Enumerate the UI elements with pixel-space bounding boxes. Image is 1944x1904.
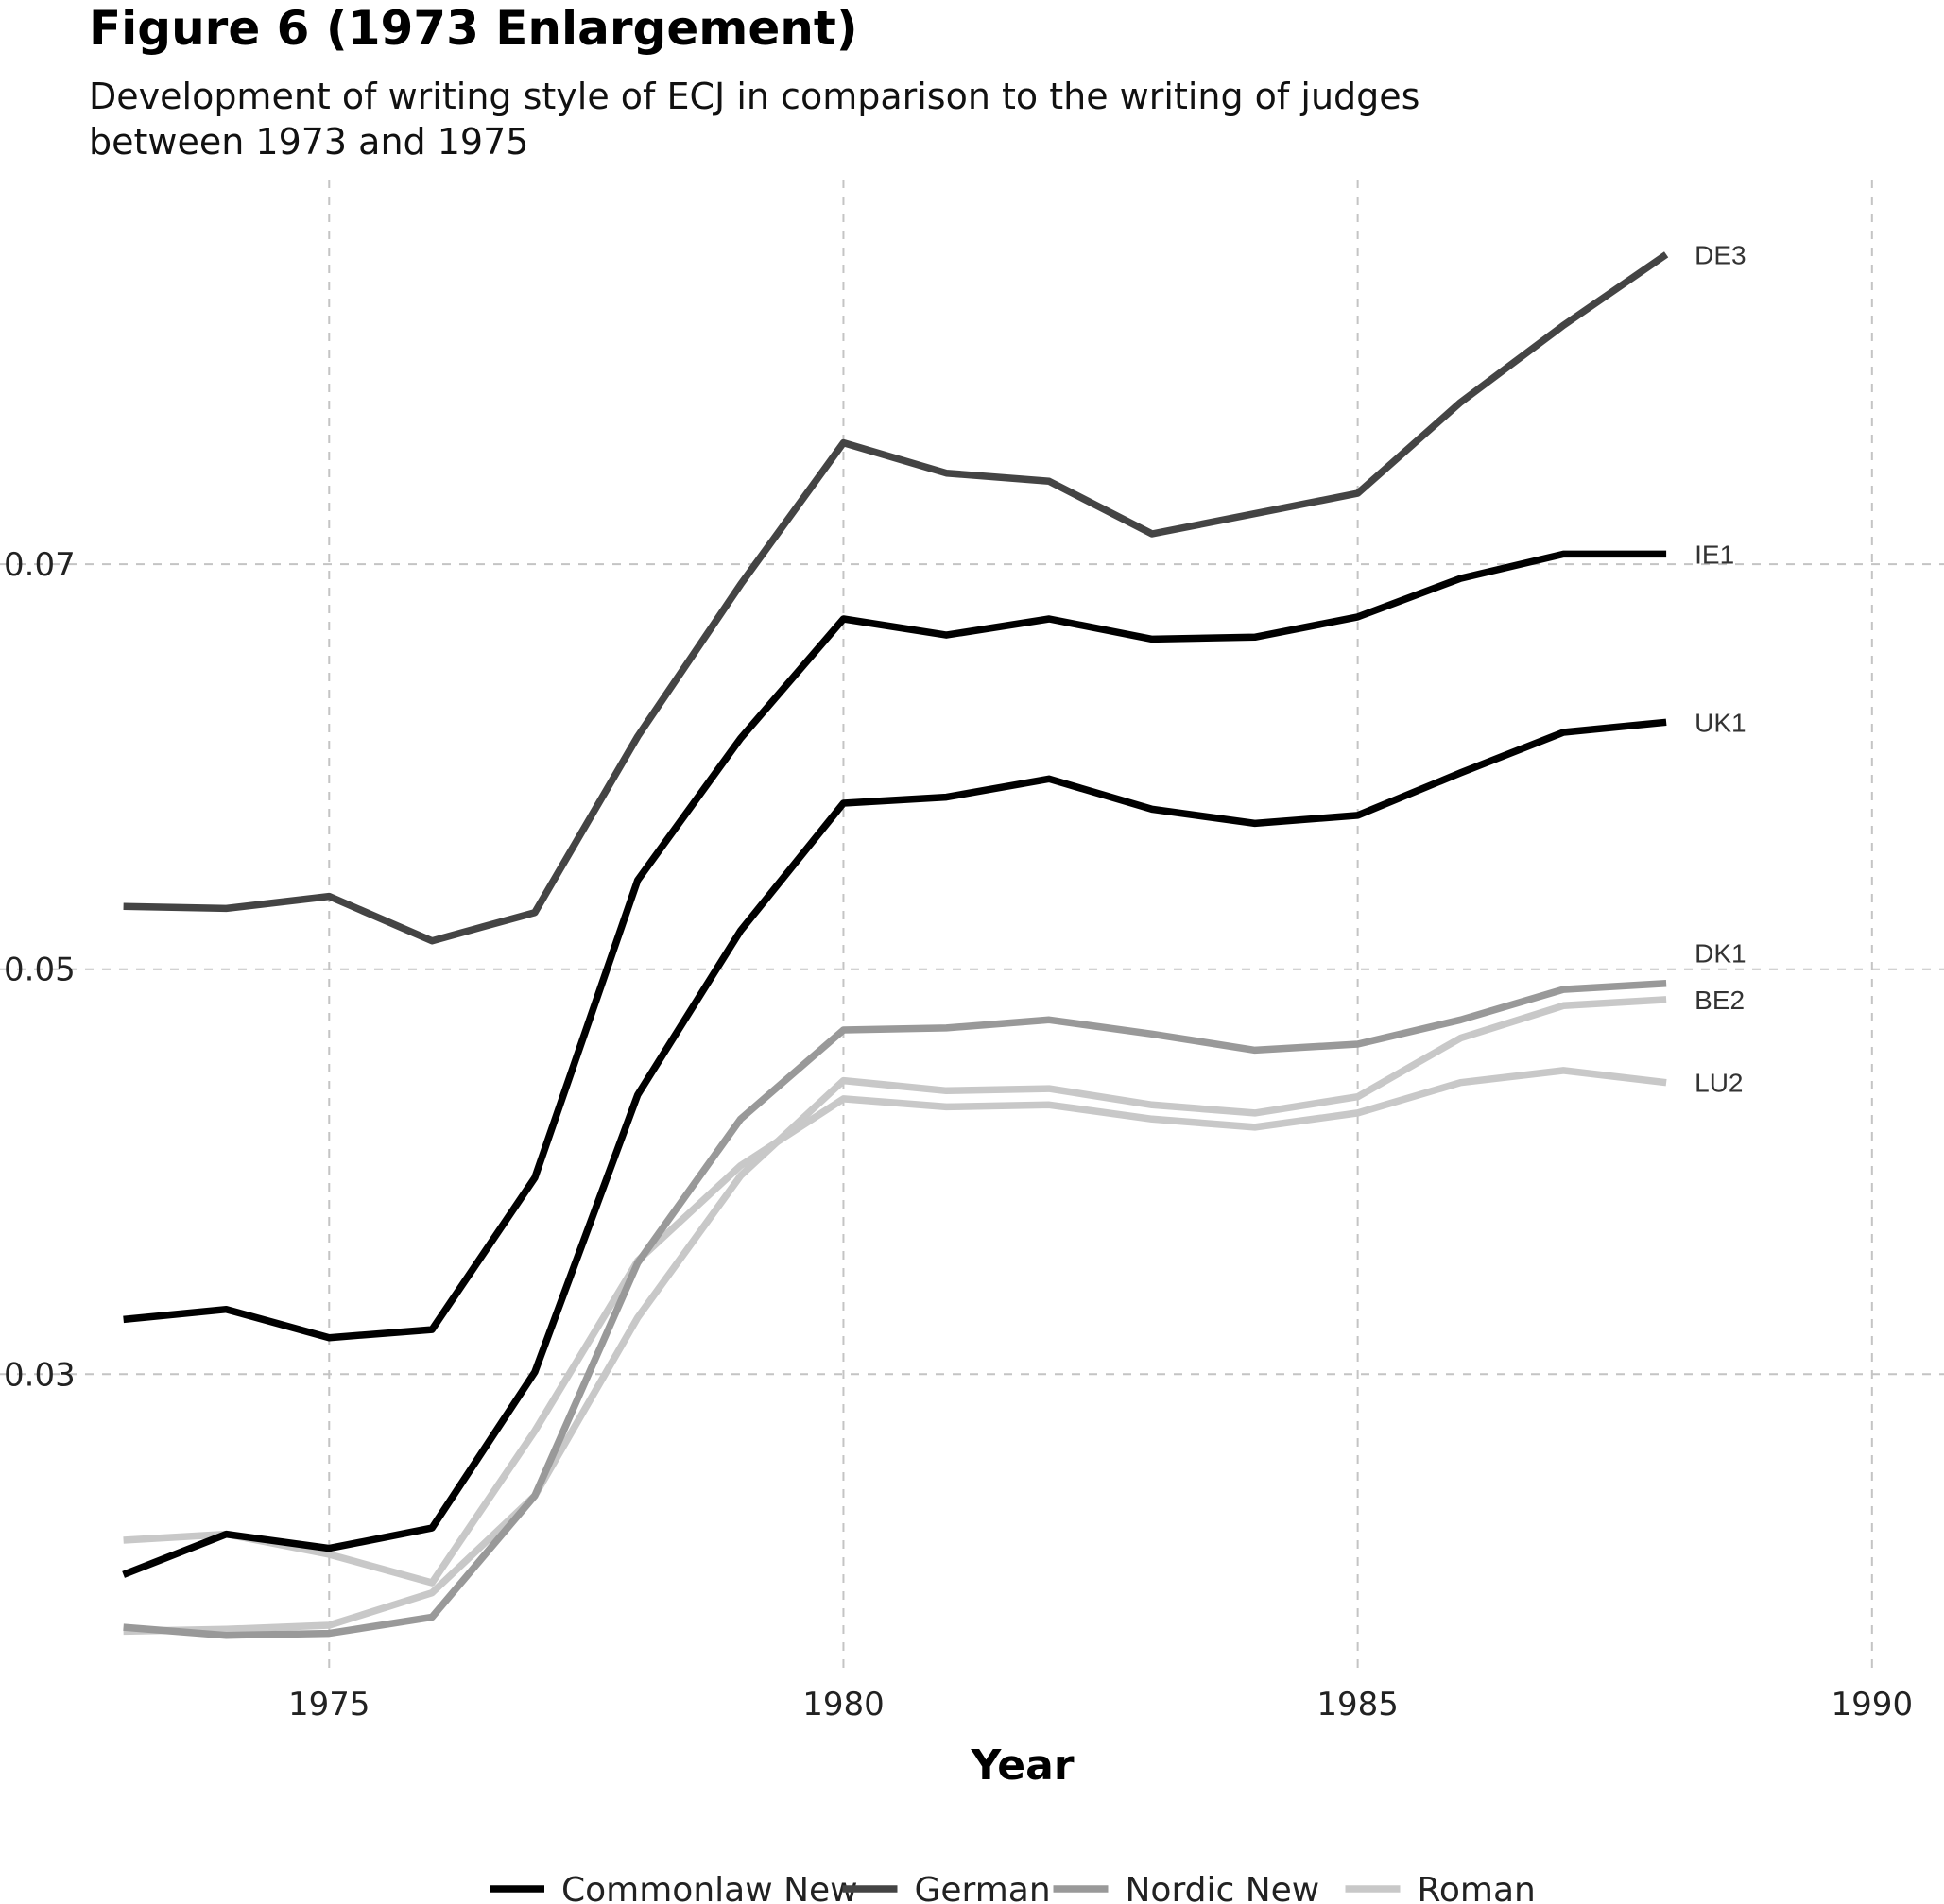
series-label-lu2: LU2	[1695, 1069, 1743, 1098]
legend-label: Nordic New	[1126, 1871, 1320, 1904]
x-tick-label: 1985	[1316, 1686, 1399, 1724]
y-tick-label: 0.07	[4, 546, 76, 584]
legend-label: German	[915, 1871, 1051, 1904]
series-label-uk1: UK1	[1695, 708, 1746, 737]
chart-subtitle-line-1: Development of writing style of ECJ in c…	[89, 76, 1420, 117]
legend-label: Commonlaw New	[561, 1871, 858, 1904]
series-label-dk1: DK1	[1695, 939, 1746, 969]
legend: Commonlaw New German Nordic New Roman	[490, 1871, 1536, 1904]
series-label-be2: BE2	[1695, 986, 1745, 1015]
y-tick-label: 0.05	[4, 952, 76, 989]
series-end-labels: DE3 IE1 UK1 DK1 BE2 LU2	[1695, 240, 1746, 1097]
x-tick-label: 1980	[802, 1686, 885, 1724]
axis-tick-labels: 1975 1980 1985 1990 0.03 0.05 0.07	[4, 546, 1913, 1724]
x-axis-title: Year	[970, 1741, 1074, 1790]
legend-item-commonlaw-new: Commonlaw New	[490, 1871, 858, 1904]
x-tick-label: 1990	[1832, 1686, 1914, 1724]
chart-subtitle-line-2: between 1973 and 1975	[89, 121, 529, 163]
legend-item-nordic-new: Nordic New	[1053, 1871, 1320, 1904]
series-label-ie1: IE1	[1695, 540, 1734, 569]
series-line-uk1	[122, 718, 1667, 1578]
series-line-ie1	[123, 550, 1667, 1342]
y-tick-label: 0.03	[4, 1356, 76, 1394]
chart-subtitle: Development of writing style of ECJ in c…	[89, 74, 1695, 164]
series-line-lu2	[123, 1067, 1667, 1587]
series-line-de3	[123, 251, 1669, 945]
x-tick-label: 1975	[288, 1686, 370, 1724]
legend-item-german: German	[842, 1871, 1051, 1904]
legend-item-roman: Roman	[1345, 1871, 1536, 1904]
grid-lines	[0, 180, 1944, 1668]
data-series	[122, 251, 1669, 1639]
legend-label: Roman	[1418, 1871, 1536, 1904]
series-label-de3: DE3	[1695, 240, 1746, 269]
chart-title: Figure 6 (1973 Enlargement)	[89, 1, 858, 56]
series-line-dk1	[123, 979, 1667, 1639]
series-line-be2	[123, 996, 1667, 1636]
